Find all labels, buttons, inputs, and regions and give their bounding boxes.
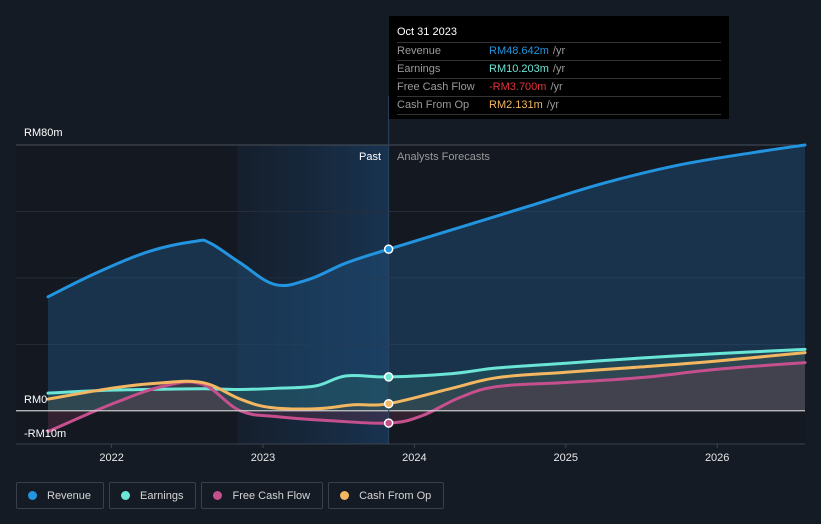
- legend-dot-icon: [213, 491, 223, 500]
- legend-label: Free Cash Flow: [232, 489, 311, 502]
- y-tick-label-max: RM80m: [24, 127, 63, 139]
- legend-item-cash-from-op[interactable]: Cash From Op: [328, 482, 445, 509]
- revenue-line: [46, 143, 807, 299]
- earnings-line: [46, 347, 807, 395]
- revenue-point[interactable]: [383, 244, 394, 254]
- forecast-label: Analysts Forecasts: [397, 151, 490, 163]
- tooltip-row-value: RM2.131m: [489, 99, 543, 111]
- legend-label: Earnings: [140, 489, 184, 502]
- tooltip-row-label: Revenue: [397, 45, 442, 57]
- legend: Revenue Earnings Free Cash Flow Cash From O…: [16, 482, 445, 509]
- tooltip-row-label: Cash From Op: [397, 99, 470, 111]
- x-tick-label: 2023: [251, 452, 275, 464]
- tooltip-date: Oct 31 2023: [397, 24, 721, 43]
- free-cash-flow-point[interactable]: [383, 418, 394, 428]
- revenue-area: [48, 145, 805, 411]
- tooltip-row-label: Earnings: [397, 63, 441, 75]
- y-tick-label-zero: RM0: [24, 394, 47, 406]
- tooltip-row-unit: /yr: [550, 81, 563, 93]
- cash-from-op-area: [48, 352, 805, 411]
- legend-dot-icon: [340, 491, 350, 500]
- legend-label: Cash From Op: [359, 489, 432, 502]
- legend-item-earnings[interactable]: Earnings: [109, 482, 197, 509]
- legend-dot-icon: [121, 491, 131, 500]
- cash-from-op-point[interactable]: [383, 398, 394, 409]
- legend-dot-icon: [28, 491, 37, 500]
- tooltip-row-value: RM10.203m: [489, 63, 549, 75]
- past-label: Past: [359, 151, 381, 163]
- tooltip-row-label: Free Cash Flow: [397, 81, 475, 93]
- tooltip-row-value: -RM3.700m: [489, 81, 547, 93]
- x-tick-label: 2024: [402, 452, 426, 464]
- tooltip-row-unit: /yr: [552, 45, 566, 57]
- legend-item-revenue[interactable]: Revenue: [16, 482, 105, 509]
- tooltip-row: Revenue RM48.642m/yr: [397, 43, 721, 61]
- x-tick-label: 2022: [99, 452, 123, 464]
- tooltip-row: Cash From Op RM2.131m/yr: [397, 97, 721, 115]
- tooltip: Oct 31 2023 Revenue RM48.642m/yr Earnings R…: [389, 16, 729, 119]
- series-lines: [46, 143, 807, 434]
- cash-from-op-line: [46, 351, 807, 411]
- x-tick-label: 2026: [705, 452, 729, 464]
- tooltip-row-value: RM48.642m: [489, 45, 549, 57]
- tooltip-row-unit: /yr: [552, 63, 566, 75]
- tooltip-row: Free Cash Flow -RM3.700m/yr: [397, 79, 721, 97]
- tooltip-row-unit: /yr: [546, 99, 560, 111]
- x-tick-label: 2025: [554, 452, 578, 464]
- legend-label: Revenue: [47, 489, 92, 502]
- x-axis: 2022 2023 2024 2025 2026: [16, 443, 805, 464]
- legend-item-free-cash-flow[interactable]: Free Cash Flow: [201, 482, 324, 509]
- earnings-area: [48, 349, 805, 411]
- highlight-points: [383, 244, 394, 428]
- y-tick-label-min: -RM10m: [24, 428, 66, 440]
- tooltip-row: Earnings RM10.203m/yr: [397, 61, 721, 79]
- earnings-point[interactable]: [383, 372, 394, 382]
